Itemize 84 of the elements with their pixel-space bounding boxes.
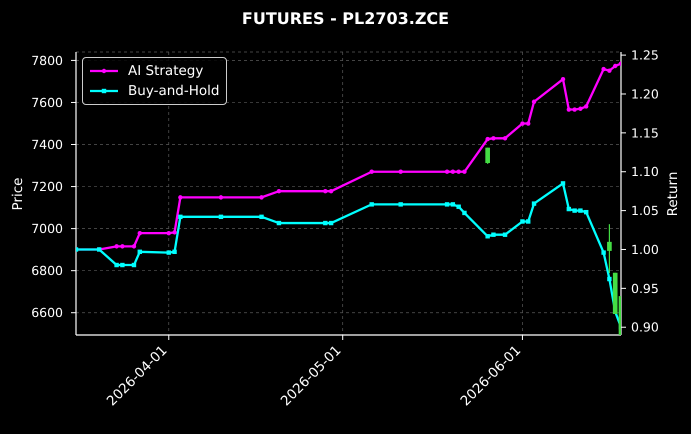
point <box>456 204 461 209</box>
point <box>560 181 566 186</box>
y2-tick-label: 1.25 <box>631 48 659 63</box>
point <box>166 250 171 255</box>
y2-axis-title: Return <box>665 171 681 216</box>
y-tick-label: 7400 <box>31 136 64 152</box>
legend-label: AI Strategy <box>128 63 204 79</box>
point <box>502 232 508 237</box>
y2-tick-label: 1.00 <box>631 242 659 257</box>
y2-tick-label: 1.10 <box>631 164 659 180</box>
point <box>572 208 577 213</box>
point <box>172 230 177 235</box>
point <box>114 262 119 268</box>
point <box>578 208 583 213</box>
point <box>259 195 264 200</box>
point <box>444 170 450 174</box>
point <box>166 230 171 236</box>
point <box>138 250 142 254</box>
point <box>491 232 496 237</box>
point <box>462 210 467 216</box>
point <box>520 121 525 126</box>
point <box>520 219 525 224</box>
point <box>369 202 374 207</box>
point <box>456 170 461 174</box>
point <box>572 107 577 112</box>
point <box>532 201 536 206</box>
y-tick-label: 7800 <box>31 52 64 68</box>
y2-tick-label: 1.15 <box>631 125 659 140</box>
point <box>502 136 508 140</box>
point <box>328 220 334 226</box>
y-tick-label: 7000 <box>31 221 64 236</box>
point <box>323 220 328 226</box>
point <box>114 244 119 249</box>
y-tick-label: 6800 <box>31 263 64 278</box>
y2-tick-label: 1.20 <box>631 86 659 102</box>
point <box>132 244 136 249</box>
point <box>491 136 496 140</box>
y-tick-label: 7200 <box>31 179 64 194</box>
y-tick-label: 7600 <box>31 94 64 110</box>
point <box>450 202 456 207</box>
point <box>526 219 530 224</box>
point <box>259 214 264 220</box>
point <box>601 250 606 255</box>
y2-tick-label: 1.05 <box>631 203 659 218</box>
point <box>584 210 588 214</box>
point <box>560 77 566 82</box>
point <box>485 234 490 238</box>
point <box>323 188 328 194</box>
point <box>178 195 183 200</box>
point <box>607 276 612 282</box>
point <box>398 170 403 174</box>
point <box>120 244 125 249</box>
point <box>485 136 490 142</box>
candlestick <box>485 147 490 164</box>
point <box>276 220 282 226</box>
point <box>369 170 374 174</box>
point <box>462 170 467 174</box>
y-tick-label: 6600 <box>31 305 64 320</box>
point <box>613 64 618 68</box>
y-axis-title: Price <box>10 177 26 210</box>
point <box>138 230 142 236</box>
point <box>566 107 572 112</box>
point <box>218 195 224 200</box>
point <box>584 104 588 109</box>
point <box>276 188 282 194</box>
point <box>120 262 125 268</box>
legend-label: Buy-and-Hold <box>128 83 220 99</box>
point <box>566 206 572 212</box>
candlestick <box>607 224 612 274</box>
point <box>578 106 583 111</box>
point <box>218 214 224 220</box>
chart-title: FUTURES - PL2703.ZCE <box>242 9 450 28</box>
point <box>450 170 456 174</box>
point <box>178 214 183 220</box>
point <box>398 202 403 207</box>
point <box>328 188 334 194</box>
point <box>607 68 612 73</box>
y2-tick-label: 0.95 <box>631 280 659 296</box>
y2-tick-label: 0.90 <box>631 320 659 335</box>
point <box>532 100 536 104</box>
point <box>601 66 606 72</box>
point <box>526 121 530 126</box>
point <box>444 202 450 207</box>
point <box>172 250 177 254</box>
